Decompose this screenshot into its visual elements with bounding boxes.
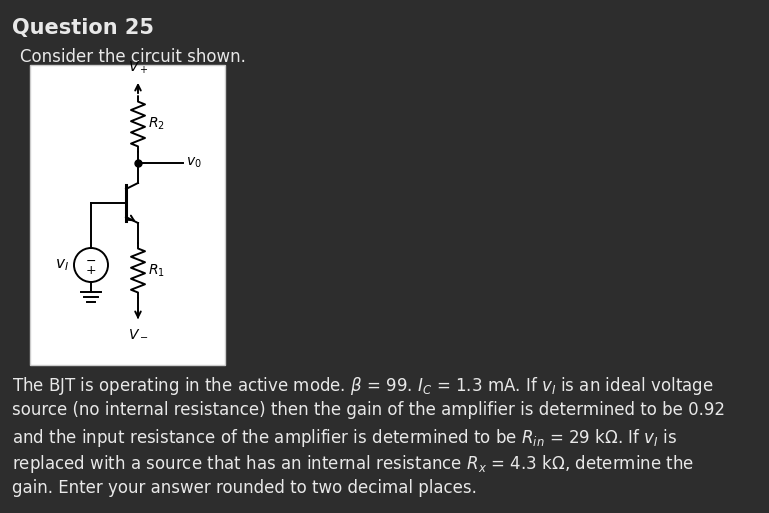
Text: $+$: $+$	[85, 264, 97, 277]
Text: $R_2$: $R_2$	[148, 116, 165, 132]
Text: $v_0$: $v_0$	[186, 156, 201, 170]
Text: The BJT is operating in the active mode. $\beta$ = 99. $I_C$ = 1.3 mA. If $v_I$ : The BJT is operating in the active mode.…	[12, 375, 714, 397]
Text: $V_+$: $V_+$	[128, 60, 148, 76]
Text: Question 25: Question 25	[12, 18, 154, 38]
Text: source (no internal resistance) then the gain of the amplifier is determined to : source (no internal resistance) then the…	[12, 401, 725, 419]
Text: Consider the circuit shown.: Consider the circuit shown.	[20, 48, 246, 66]
Text: $-$: $-$	[85, 253, 97, 266]
Text: replaced with a source that has an internal resistance $R_x$ = 4.3 k$\Omega$, de: replaced with a source that has an inter…	[12, 453, 694, 475]
FancyBboxPatch shape	[30, 65, 225, 365]
Text: and the input resistance of the amplifier is determined to be $R_{in}$ = 29 k$\O: and the input resistance of the amplifie…	[12, 427, 677, 449]
Text: $V_-$: $V_-$	[128, 326, 148, 340]
Text: $v_I$: $v_I$	[55, 257, 69, 273]
Text: $R_1$: $R_1$	[148, 262, 165, 279]
Text: gain. Enter your answer rounded to two decimal places.: gain. Enter your answer rounded to two d…	[12, 479, 477, 497]
